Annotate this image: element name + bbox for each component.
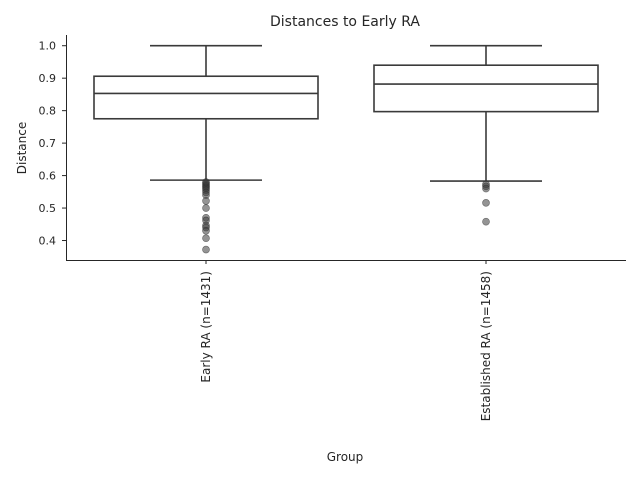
boxes <box>93 44 599 254</box>
x-tick-labels: Early RA (n=1431) Established RA (n=1458) <box>199 260 493 421</box>
outlier-point <box>482 217 490 226</box>
outlier-point <box>482 199 490 207</box>
outlier-point <box>202 234 210 243</box>
y-tick-label: 0.4 <box>39 235 57 248</box>
y-tick-label: 0.5 <box>39 202 57 215</box>
outlier-point <box>202 245 210 254</box>
chart-title: Distances to Early RA <box>270 14 420 30</box>
outlier-point <box>202 197 210 205</box>
iqr-box <box>93 75 319 120</box>
x-tick-label: Early RA (n=1431) <box>199 271 213 383</box>
axes <box>66 35 626 261</box>
box-group <box>373 44 599 226</box>
y-tick-label: 0.6 <box>39 170 57 183</box>
y-tick-labels: 0.4 0.5 0.6 0.7 0.8 0.9 1.0 <box>39 40 66 248</box>
box-group <box>93 44 319 254</box>
y-tick-label: 1.0 <box>39 40 57 53</box>
outlier-point <box>482 184 490 193</box>
outlier-point <box>202 226 210 235</box>
y-tick-label: 0.8 <box>39 105 57 118</box>
outlier-point <box>202 204 210 212</box>
y-tick-label: 0.7 <box>39 137 57 150</box>
y-tick-label: 0.9 <box>39 72 57 85</box>
y-axis-label: Distance <box>15 122 29 174</box>
x-tick-label: Established RA (n=1458) <box>479 271 493 421</box>
iqr-box <box>373 64 599 113</box>
x-axis-label: Group <box>327 450 364 464</box>
